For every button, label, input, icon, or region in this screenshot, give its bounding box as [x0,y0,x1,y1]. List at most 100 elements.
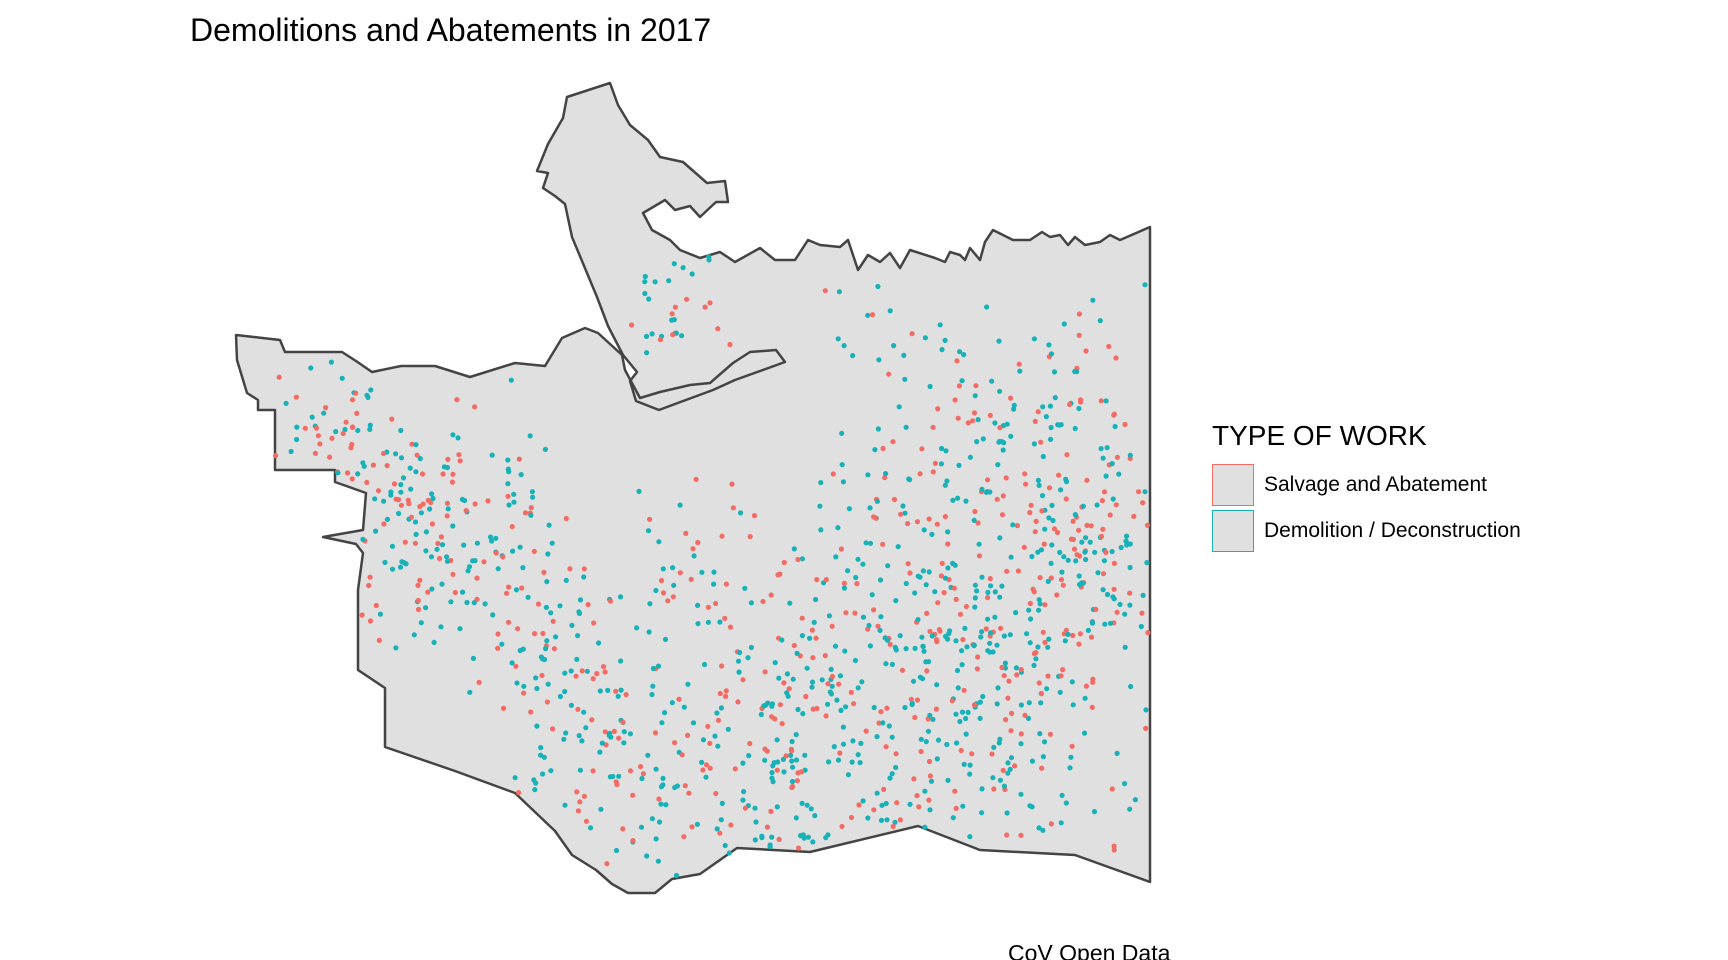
salvage-point [884,705,890,711]
demolition-point [722,842,728,849]
salvage-point [672,740,678,746]
demolition-point [616,773,622,779]
demolition-point [907,477,913,483]
salvage-point [970,418,976,424]
salvage-point [375,488,382,494]
salvage-point [590,768,596,774]
salvage-point [384,463,390,469]
demolition-point [540,771,546,777]
salvage-point [1040,629,1046,635]
demolition-point [423,548,429,554]
demolition-point [858,740,864,747]
demolition-point [597,688,603,694]
salvage-point [452,589,458,596]
salvage-point [1088,634,1095,640]
demolition-point [980,693,986,700]
salvage-point [550,618,556,624]
demolition-point [490,612,496,618]
demolition-point [922,335,929,341]
salvage-point [1051,526,1058,532]
demolition-point [891,343,897,349]
demolition-point [840,741,847,747]
demolition-point [769,770,775,776]
demolition-point [517,544,523,550]
demolition-point [1010,522,1016,528]
salvage-point [429,521,435,527]
demolition-point [878,614,884,620]
demolition-point [934,756,940,762]
salvage-point [878,709,884,715]
salvage-point [630,792,636,798]
demolition-point [627,731,634,737]
demolition-point [769,775,775,781]
salvage-point [1023,481,1029,487]
demolition-point [639,775,645,782]
demolition-point [885,563,891,569]
salvage-point [1041,541,1047,547]
salvage-point [276,374,282,380]
salvage-point [686,790,692,796]
demolition-point [791,546,797,552]
demolition-point [1123,538,1129,544]
demolition-point [745,655,751,661]
demolition-point [1142,489,1148,495]
demolition-point [945,529,951,535]
demolition-point [650,665,657,672]
demolition-point [711,569,717,575]
salvage-point [1022,471,1028,477]
demolition-point [467,689,473,695]
salvage-point [1069,743,1075,749]
salvage-point [614,781,620,788]
demolition-point [758,711,764,718]
demolition-point [1048,436,1054,442]
demolition-point [367,426,373,432]
salvage-point [1083,348,1089,354]
demolition-point [839,462,845,468]
demolition-point [1011,406,1017,412]
salvage-point [713,790,719,797]
salvage-point [1039,508,1045,514]
demolition-point [967,454,974,460]
demolition-point [457,626,463,632]
demolition-point [461,542,467,548]
demolition-point [328,359,334,365]
demolition-point [445,506,451,512]
salvage-point [876,720,882,726]
demolition-point [996,338,1002,344]
demolition-point [546,522,552,528]
salvage-point [627,768,634,774]
demolition-point [1029,553,1035,560]
salvage-point [933,706,940,712]
demolition-point [845,772,852,778]
demolition-point [1050,517,1056,524]
demolition-point [562,688,568,695]
demolition-point [660,566,666,572]
salvage-point [934,521,940,527]
demolition-point [464,599,470,606]
salvage-point [1060,667,1066,673]
demolition-point [470,655,476,662]
demolition-point [1111,596,1117,602]
demolition-point [740,760,746,766]
demolition-point [912,645,918,652]
demolition-point [943,633,949,640]
demolition-point [438,624,444,630]
demolition-point [662,636,669,643]
demolition-point [943,448,949,454]
demolition-point [1025,715,1032,722]
salvage-point [544,699,551,705]
salvage-point [1143,725,1149,732]
salvage-point [412,540,418,546]
demolition-point [621,740,627,746]
salvage-point [376,637,382,644]
demolition-point [1087,539,1093,545]
demolition-point [834,697,840,703]
demolition-point [1046,636,1052,642]
salvage-point [1122,421,1128,428]
demolition-point [703,774,709,780]
demolition-point [450,432,456,438]
salvage-point [1048,821,1054,827]
salvage-point [345,470,351,476]
salvage-point [1058,577,1065,583]
salvage-point [474,596,480,603]
